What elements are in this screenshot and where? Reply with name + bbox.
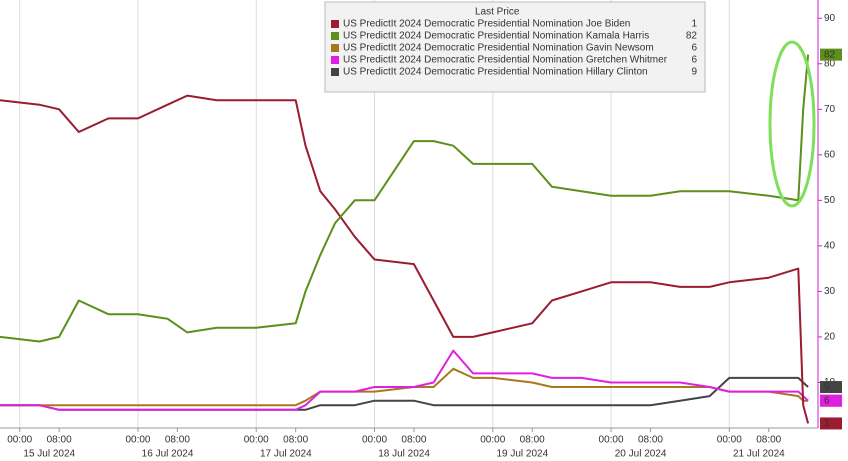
- y-tick-label: 80: [824, 58, 836, 69]
- series-line: [0, 54, 810, 343]
- plot: [0, 54, 810, 424]
- x-tick-label: 00:00: [125, 435, 150, 446]
- x-tick-label: 08:00: [401, 435, 426, 446]
- y-tick-label: 30: [824, 286, 836, 297]
- x-tick-label: 00:00: [7, 435, 32, 446]
- last-value-label: 6: [824, 395, 830, 406]
- legend-swatch: [331, 32, 339, 40]
- x-tick-label: 08:00: [520, 435, 545, 446]
- x-tick-label: 08:00: [165, 435, 190, 446]
- legend-title: Last Price: [475, 7, 520, 18]
- highlight-ellipse: [768, 40, 816, 208]
- legend-swatch: [331, 20, 339, 28]
- date-label: 18 Jul 2024: [378, 449, 430, 460]
- legend-value: 9: [691, 67, 697, 78]
- legend-label: US PredictIt 2024 Democratic Presidentia…: [343, 43, 654, 54]
- x-tick-label: 08:00: [638, 435, 663, 446]
- legend-swatch: [331, 44, 339, 52]
- date-label: 15 Jul 2024: [23, 449, 75, 460]
- legend-box: [324, 1, 706, 93]
- x-tick-label: 08:00: [47, 435, 72, 446]
- date-label: 20 Jul 2024: [615, 449, 667, 460]
- y-tick-label: 40: [824, 241, 836, 252]
- y-tick-label: 70: [824, 104, 836, 115]
- y-tick-label: 90: [824, 13, 836, 24]
- legend-label: US PredictIt 2024 Democratic Presidentia…: [343, 19, 630, 30]
- last-value-label: 82: [824, 49, 836, 60]
- date-label: 17 Jul 2024: [260, 449, 312, 460]
- x-tick-label: 08:00: [756, 435, 781, 446]
- date-label: 19 Jul 2024: [496, 449, 548, 460]
- series-line: [0, 94, 810, 424]
- x-tick-label: 00:00: [480, 435, 505, 446]
- x-tick-label: 00:00: [599, 435, 624, 446]
- last-value-badge: [820, 48, 842, 61]
- last-value-label: 1: [824, 418, 830, 429]
- y-tick-label: 50: [824, 195, 836, 206]
- x-tick-label: 08:00: [283, 435, 308, 446]
- last-value-badge: [820, 394, 842, 407]
- legend-label: US PredictIt 2024 Democratic Presidentia…: [343, 67, 648, 78]
- legend-value: 82: [686, 31, 698, 42]
- legend-label: US PredictIt 2024 Democratic Presidentia…: [343, 55, 668, 66]
- x-tick-label: 00:00: [717, 435, 742, 446]
- axes: 00:00 08:00 00:00 08:00 00:00 08:00 00:00 08:00…: [7, 13, 842, 460]
- legend-value: 6: [691, 43, 697, 54]
- x-tick-label: 00:00: [362, 435, 387, 446]
- legend-swatch: [331, 68, 339, 76]
- legend-value: 1: [691, 19, 697, 30]
- legend: Last Price US PredictIt 2024 Democratic …: [324, 1, 706, 93]
- date-label: 21 Jul 2024: [733, 449, 785, 460]
- last-value-label: 9: [824, 382, 830, 393]
- legend-swatch: [331, 56, 339, 64]
- x-tick-label: 00:00: [244, 435, 269, 446]
- y-tick-label: 60: [824, 149, 836, 160]
- date-label: 16 Jul 2024: [142, 449, 194, 460]
- last-value-badge: [820, 417, 842, 430]
- series-line: [0, 349, 809, 411]
- legend-label: US PredictIt 2024 Democratic Presidentia…: [343, 31, 649, 42]
- y-tick-label: 20: [824, 332, 836, 343]
- legend-value: 6: [691, 55, 697, 66]
- last-value-badge: [820, 381, 842, 394]
